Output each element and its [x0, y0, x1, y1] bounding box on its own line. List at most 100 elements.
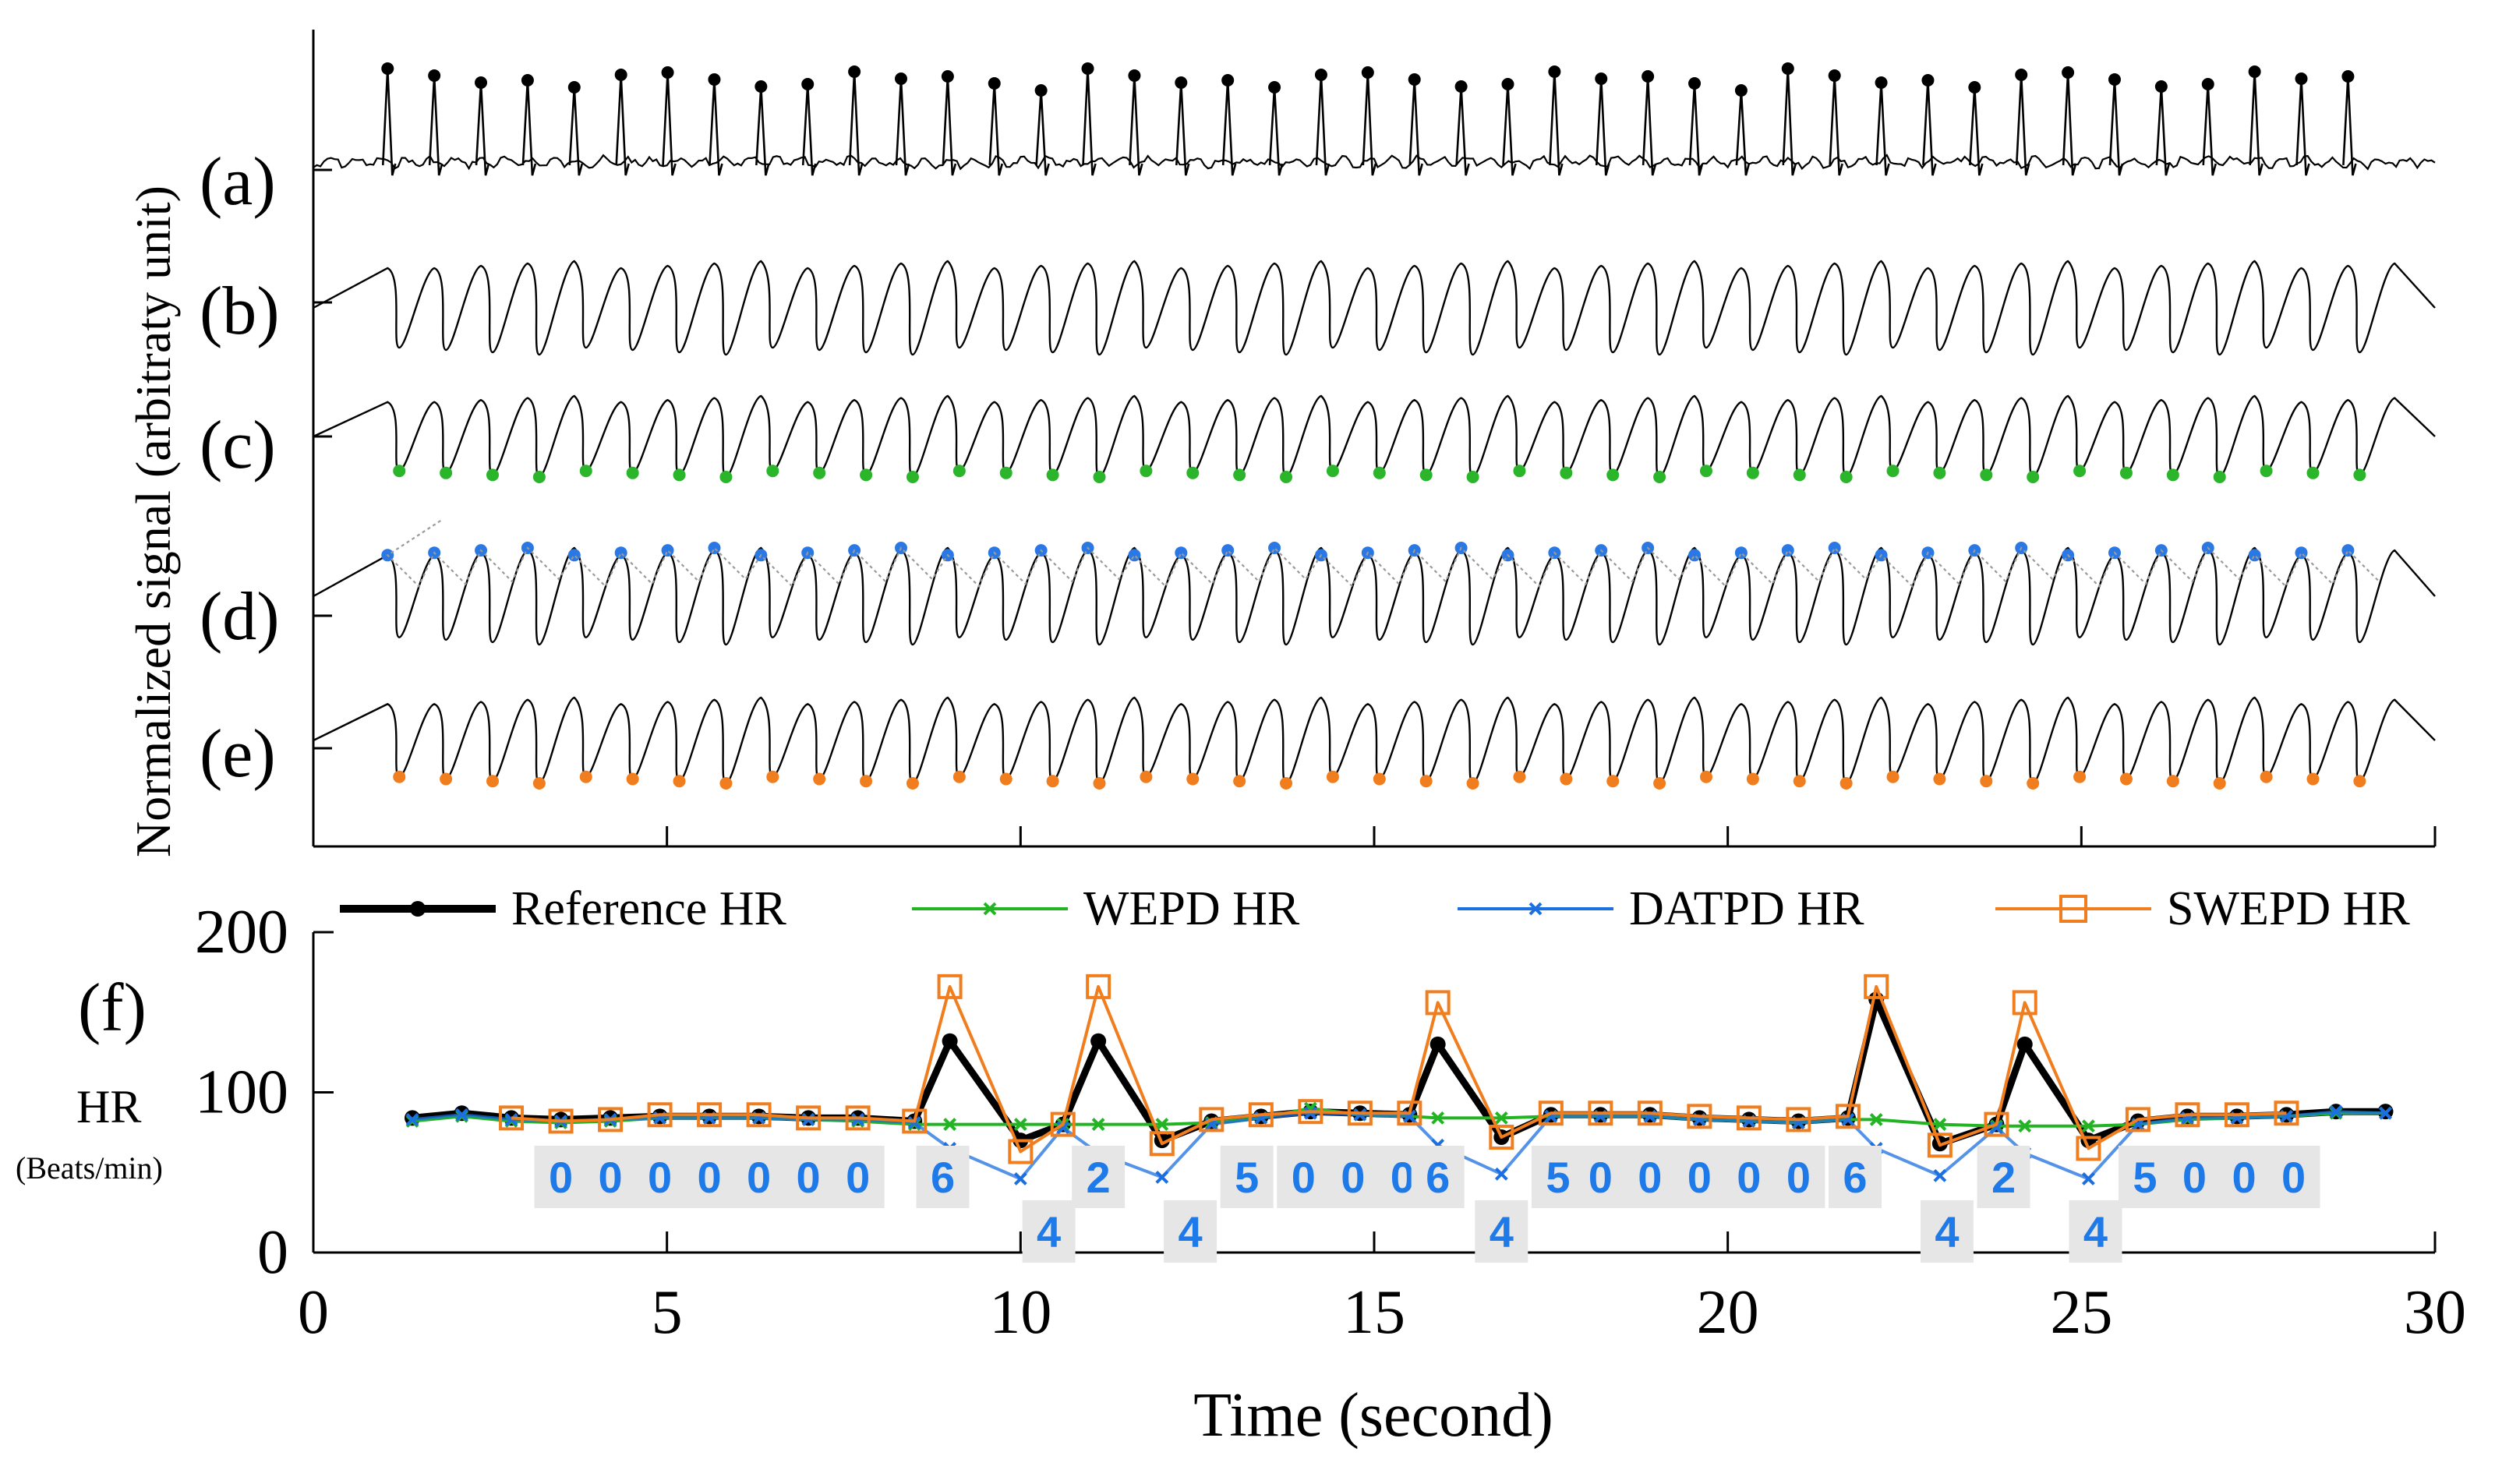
- hr-x-tick-label: 25: [2050, 1278, 2112, 1347]
- panel-label-a: (a): [200, 144, 276, 220]
- reference-hr-point: [942, 1033, 958, 1049]
- ecg-r-peak-marker: [1221, 74, 1235, 87]
- swepd-trough-marker: [1046, 775, 1059, 788]
- signal-y-axis-label: Normalized signal (arbitraty unit): [125, 186, 181, 857]
- datpd-peak-marker: [1688, 549, 1702, 562]
- error-badge-bg: [831, 1146, 885, 1208]
- error-badge-bg: [1977, 1146, 2030, 1208]
- hr-series: [405, 973, 2394, 1185]
- swepd-hr-point: [2012, 990, 2037, 1016]
- swepd-trough-marker: [999, 772, 1012, 786]
- error-badge-value: 4: [1037, 1207, 1061, 1256]
- wepd-trough-marker: [579, 465, 592, 478]
- swepd-hr-point: [1397, 1101, 1422, 1126]
- swepd-hr-point: [1538, 1101, 1564, 1126]
- datpd-hr-point: [2379, 1106, 2392, 1120]
- ecg-r-wave: [848, 71, 864, 176]
- swepd-hr-point: [796, 1105, 822, 1131]
- datpd-peak-marker: [1828, 542, 1841, 554]
- wepd-hr-point: [1155, 1118, 1169, 1132]
- hr-x-tick-label: 5: [652, 1278, 683, 1347]
- swepd-hr-point: [1786, 1107, 1811, 1132]
- ecg-r-peak-marker: [1501, 78, 1514, 90]
- ecg-r-peak-marker: [1921, 74, 1935, 87]
- ecg-r-wave: [1129, 75, 1143, 176]
- signal-traces: [313, 62, 2436, 790]
- wepd-trough-marker: [532, 471, 546, 483]
- error-badge-value: 0: [2232, 1153, 2256, 1202]
- swepd-hr-point: [2076, 1136, 2101, 1161]
- ecg-r-peak-marker: [1875, 76, 1888, 89]
- swepd-hr-point: [1248, 1102, 1274, 1128]
- error-badge-bg: [2218, 1146, 2271, 1208]
- hr-y-unit: (Beats/min): [16, 1150, 163, 1185]
- swepd-hr-point: [1637, 1101, 1663, 1126]
- datpd-peak-marker: [1221, 544, 1235, 557]
- error-badge-bg: [584, 1146, 638, 1208]
- swepd-hr-point: [1086, 973, 1111, 999]
- wepd-hr-point: [1013, 1118, 1027, 1132]
- wepd-trough-marker: [719, 471, 733, 483]
- wepd-trough-marker: [952, 465, 966, 478]
- ecg-r-wave: [615, 74, 630, 176]
- error-badge-bg: [782, 1146, 836, 1208]
- wepd-trough-marker: [673, 468, 686, 482]
- swepd-trough-marker: [719, 777, 733, 790]
- ecg-r-peak-marker: [1128, 69, 1141, 82]
- error-badge-value: 2: [1991, 1153, 2016, 1202]
- ecg-r-wave: [709, 79, 723, 176]
- ecg-r-peak-marker: [1734, 84, 1748, 97]
- ecg-r-wave: [1642, 76, 1657, 176]
- ecg-r-peak-marker: [801, 78, 815, 90]
- wepd-trough-marker: [440, 466, 453, 479]
- error-badge-bg: [916, 1146, 970, 1208]
- error-badge-value: 6: [931, 1153, 955, 1202]
- wepd-trough-marker: [1653, 471, 1666, 483]
- ecg-r-wave: [1362, 72, 1377, 176]
- swepd-trough-marker: [906, 777, 919, 790]
- wepd-trough-marker: [1933, 466, 1946, 479]
- swepd-trough-marker: [1886, 770, 1900, 783]
- ecg-r-peak-marker: [1828, 69, 1841, 82]
- wepd-trough-marker: [1793, 468, 1806, 482]
- swepd-hr-point: [1489, 1125, 1514, 1150]
- error-badge-value: 5: [2133, 1153, 2157, 1202]
- signal-panel: [312, 30, 2437, 848]
- swepd-hr-point: [1298, 1099, 1323, 1125]
- reference-hr-point: [1430, 1036, 1446, 1052]
- signal-panel-y-ticks: [313, 168, 332, 750]
- swepd-hr-point: [1149, 1131, 1175, 1157]
- wepd-trough-marker: [1046, 468, 1059, 482]
- swepd-hr-point: [1588, 1101, 1613, 1126]
- panel-label-e: (e): [200, 716, 276, 792]
- panel-label-d: (d): [200, 579, 280, 655]
- wepd-trough-marker: [1560, 466, 1573, 479]
- swepd-hr-point: [1835, 1104, 1861, 1129]
- datpd-hr-point: [1013, 1172, 1027, 1185]
- datpd-hr-point: [1990, 1121, 2003, 1135]
- ecg-r-peak-marker: [708, 73, 721, 86]
- wepd-hr-point: [1431, 1111, 1445, 1125]
- ecg-r-peak-marker: [614, 69, 627, 81]
- error-badge-value: 5: [1546, 1153, 1570, 1202]
- error-badge-bg: [1411, 1146, 1465, 1208]
- wepd-trough-marker: [393, 465, 406, 478]
- reference-hr-point: [2016, 1036, 2033, 1052]
- reference-hr-point: [1090, 1033, 1107, 1049]
- error-badge-value: 5: [1235, 1153, 1259, 1202]
- ecg-r-peak-marker: [661, 66, 674, 79]
- swepd-trough-marker: [1513, 770, 1526, 783]
- error-badge-value: 0: [1687, 1153, 1712, 1202]
- error-badge-value: 0: [1341, 1153, 1365, 1202]
- swepd-trough-marker: [1699, 770, 1712, 783]
- ecg-r-peak-marker: [755, 80, 768, 93]
- swepd-hr-point: [1687, 1104, 1712, 1129]
- swepd-hr-point: [499, 1105, 525, 1131]
- legend-label: Reference HR: [511, 882, 787, 935]
- swepd-trough-marker: [952, 770, 966, 783]
- datpd-hr-point: [1155, 1171, 1169, 1184]
- swepd-trough-marker: [1839, 777, 1853, 790]
- ecg-r-peak-marker: [988, 77, 1001, 90]
- legend-marker: [1528, 902, 1543, 916]
- datpd-hr-point: [2329, 1104, 2343, 1118]
